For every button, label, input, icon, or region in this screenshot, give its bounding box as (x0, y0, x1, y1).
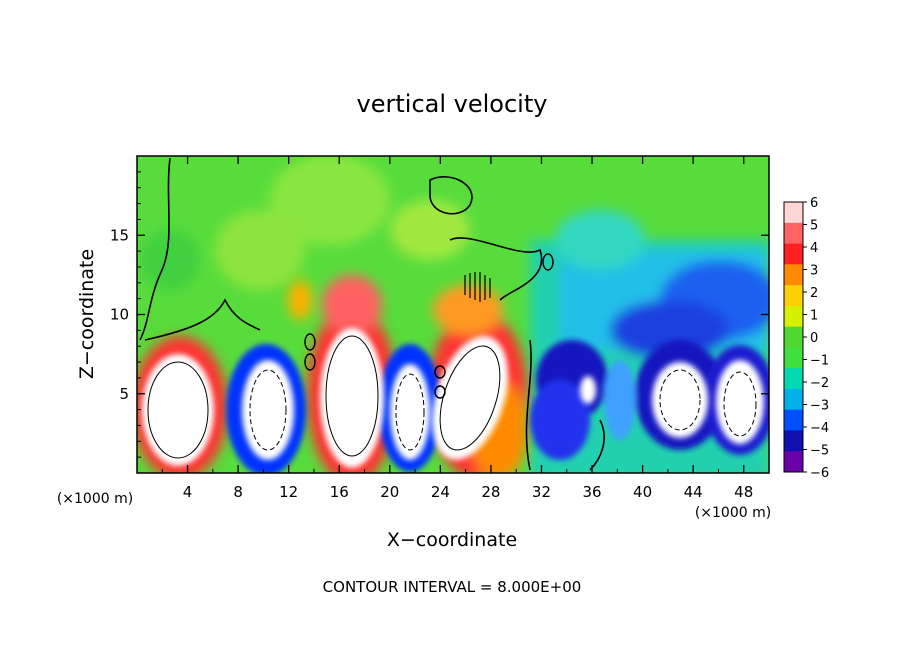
upper-yellow-band (140, 156, 470, 290)
x-tick-label: 44 (684, 483, 703, 501)
colorbar-swatch (784, 347, 803, 369)
colorbar-swatch (784, 326, 803, 348)
y-tick-label: 5 (119, 385, 129, 403)
x-axis-label: X−coordinate (387, 529, 517, 551)
x-tick-label: 4 (183, 483, 193, 501)
x-tick-label: 8 (233, 483, 243, 501)
colorbar-label: −5 (810, 444, 829, 459)
colorbar-swatch (784, 451, 803, 473)
x-tick-label: 48 (734, 483, 753, 501)
x-tick-label: 16 (330, 483, 349, 501)
colorbar-label: 0 (810, 331, 818, 346)
colorbar-label: −1 (810, 354, 829, 369)
x-tick-label: 36 (582, 483, 601, 501)
x-axis-ticks: 4 8 12 16 20 24 28 32 36 40 44 48 (161, 156, 753, 501)
plot-area (137, 156, 769, 473)
updraft-cores (142, 328, 508, 468)
colorbar-swatch (784, 264, 803, 286)
contour-interval-footer: CONTOUR INTERVAL = 8.000E+00 (323, 578, 582, 596)
colorbar-swatch (784, 388, 803, 411)
colorbar-swatch (784, 305, 803, 328)
x-tick-label: 24 (431, 483, 450, 501)
x-tick-label: 20 (380, 483, 399, 501)
downdraft-cores (242, 360, 764, 460)
colorbar-swatch (784, 202, 803, 224)
y-tick-label: 15 (110, 226, 129, 244)
x-unit-right: (×1000 m) (695, 505, 771, 521)
x-tick-label: 32 (532, 483, 551, 501)
x-tick-label: 12 (279, 483, 298, 501)
colorbar-swatch (784, 368, 803, 390)
colorbar-label: 1 (810, 309, 818, 324)
y-tick-label: 10 (110, 306, 129, 324)
colorbar-label: −3 (810, 399, 829, 414)
colorbar-swatch (784, 222, 803, 245)
colorbar-label: 5 (810, 219, 818, 234)
colorbar-label: 2 (810, 286, 818, 301)
colorbar-swatch (784, 430, 803, 452)
contours (139, 157, 757, 471)
x-unit-left: (×1000 m) (57, 491, 133, 507)
colorbar-swatch (784, 243, 803, 265)
x-tick-label: 40 (633, 483, 652, 501)
colorbar-label: −4 (810, 421, 829, 436)
colorbar-label: −2 (810, 376, 829, 391)
y-axis-label: Z−coordinate (76, 249, 98, 379)
colorbar-label: 3 (810, 264, 818, 279)
colorbar-label: −6 (810, 466, 829, 481)
x-tick-label: 28 (481, 483, 500, 501)
chart-title: vertical velocity (357, 90, 548, 118)
y-axis-ticks: 5 10 15 (110, 171, 769, 458)
colorbar-swatch (784, 409, 803, 431)
colorbar-swatch (784, 285, 803, 307)
colorbar-label: 6 (810, 196, 818, 211)
colorbar-label: 4 (810, 241, 818, 256)
colorbar: 6 5 4 3 2 1 0 −1 −2 −3 −4 −5 −6 (783, 196, 829, 481)
